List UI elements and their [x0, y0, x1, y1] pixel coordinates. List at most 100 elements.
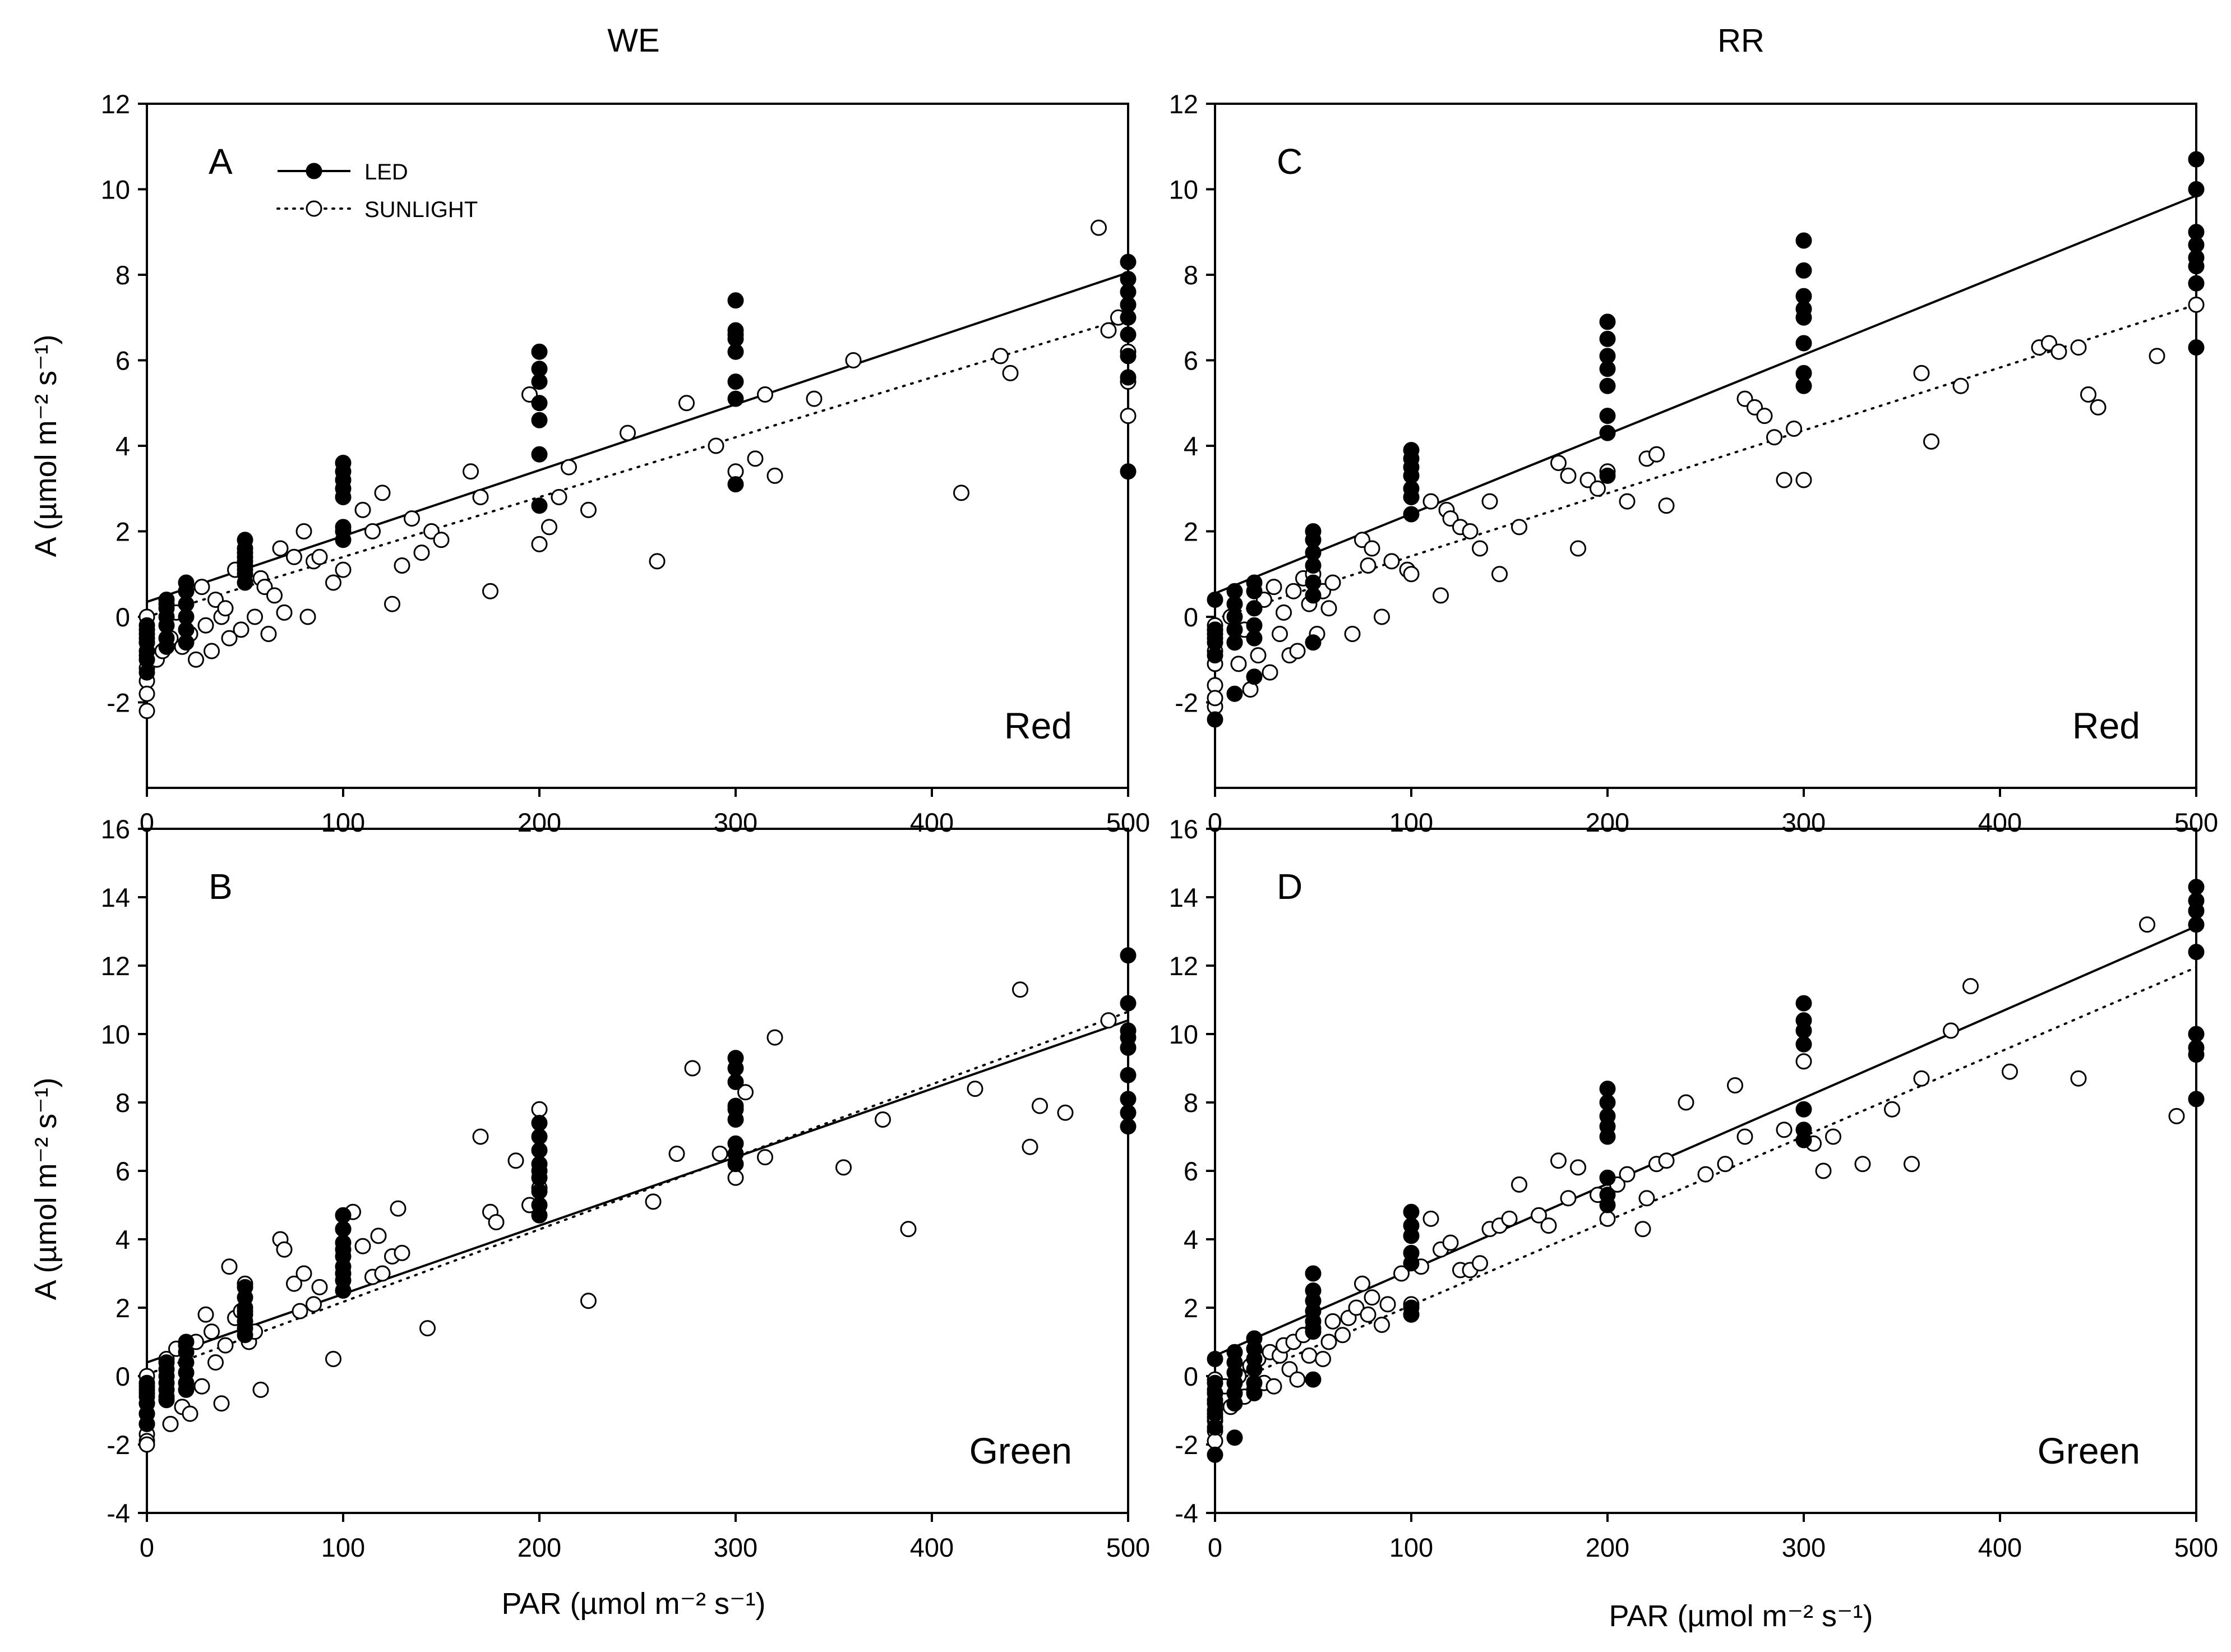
legend-sunlight-marker — [306, 200, 322, 217]
led-point — [1599, 1128, 1616, 1145]
sunlight-point — [835, 1159, 852, 1176]
panel-letter: B — [209, 866, 233, 907]
y-tick-label: 0 — [1184, 1362, 1198, 1391]
sunlight-point — [1570, 1159, 1586, 1176]
sunlight-point — [193, 579, 210, 596]
led-point — [237, 544, 253, 561]
x-tick-label: 300 — [1782, 807, 1826, 837]
sunlight-point — [580, 1293, 597, 1309]
sunlight-point — [1560, 1190, 1577, 1207]
sunlight-point — [188, 651, 204, 668]
sunlight-point — [1289, 643, 1306, 659]
sunlight-point — [1786, 421, 1802, 437]
sunlight-point — [668, 1146, 685, 1162]
sunlight-point — [845, 352, 862, 368]
sunlight-point — [1091, 219, 1107, 236]
led-point — [158, 1392, 175, 1409]
y-tick-label: 2 — [1184, 517, 1198, 547]
x-tick-label: 100 — [321, 807, 365, 837]
x-tick-label: 0 — [1208, 1533, 1222, 1562]
sunlight-point — [1265, 579, 1282, 596]
led-point — [335, 1241, 352, 1258]
y-tick-label: 10 — [1169, 175, 1198, 205]
led-point — [1795, 1022, 1812, 1039]
sunlight-point — [2002, 1063, 2018, 1080]
y-tick-label: 8 — [116, 260, 130, 290]
led-point — [1120, 309, 1137, 326]
led-point — [727, 476, 744, 493]
led-point — [531, 497, 548, 514]
sunlight-point — [1795, 1053, 1812, 1070]
sunlight-point — [419, 1320, 436, 1337]
sunlight-point — [1422, 1210, 1439, 1227]
sunlight-point — [1658, 497, 1675, 514]
sunlight-point — [2080, 386, 2096, 403]
legend-led-marker — [306, 163, 322, 179]
sunlight-point — [2168, 1108, 2185, 1124]
led-point — [1246, 583, 1263, 599]
sunlight-point — [649, 553, 666, 570]
y-tick-label: 10 — [1169, 1019, 1198, 1049]
sunlight-point — [374, 1265, 391, 1282]
led-point — [138, 626, 155, 642]
sunlight-point — [1364, 1289, 1380, 1306]
y-tick-label: 14 — [101, 883, 130, 912]
sunlight-point — [299, 608, 316, 625]
sunlight-point — [1634, 1221, 1651, 1238]
led-point — [237, 561, 253, 578]
sunlight-point — [1057, 1104, 1074, 1121]
sunlight-point — [276, 604, 293, 621]
sunlight-point — [1550, 455, 1567, 471]
y-tick-label: 6 — [116, 1156, 130, 1186]
led-point — [1120, 995, 1137, 1012]
led-point — [158, 638, 175, 655]
led-point — [1207, 1351, 1223, 1367]
sunlight-point — [531, 1101, 548, 1118]
sunlight-point — [1481, 493, 1498, 510]
x-tick-label: 0 — [140, 1533, 154, 1562]
panel-b: 0 100 200 300 400 500 -4 -2 0 2 4 6 8 10 12 14 16 B Green — [101, 814, 1150, 1562]
sunlight-point — [1511, 519, 1527, 536]
led-point — [1795, 309, 1812, 326]
led-point — [531, 412, 548, 428]
sunlight-point — [1272, 626, 1288, 642]
led-point — [138, 1388, 155, 1405]
sunlight-point — [1619, 493, 1636, 510]
y-axis-label-bottom: A (µmol m⁻² s⁻¹) — [29, 1077, 63, 1300]
sunlight-point — [645, 1193, 662, 1210]
led-point — [1599, 1169, 1616, 1186]
y-tick-label: 16 — [1169, 814, 1198, 844]
light-color-label: Green — [2038, 1430, 2140, 1471]
sunlight-point — [1531, 1207, 1547, 1224]
sunlight-point — [1354, 1275, 1370, 1292]
x-tick-label: 200 — [1586, 807, 1629, 837]
led-point — [2188, 258, 2205, 275]
sunlight-point — [1120, 408, 1137, 424]
x-tick-label: 400 — [1978, 807, 2022, 837]
x-tick-label: 200 — [518, 807, 561, 837]
y-tick-label: 12 — [1169, 89, 1198, 119]
led-point — [335, 523, 352, 539]
sunlight-point — [1100, 1012, 1117, 1029]
led-point — [1246, 630, 1263, 647]
sunlight-point — [1360, 557, 1377, 574]
sunlight-point — [138, 703, 155, 719]
sunlight-point — [335, 561, 352, 578]
sunlight-point — [1884, 1101, 1900, 1118]
sunlight-point — [311, 548, 328, 565]
y-tick-label: 2 — [1184, 1293, 1198, 1323]
sunlight-point — [1540, 1217, 1557, 1234]
sunlight-point — [507, 1152, 524, 1169]
led-point — [1599, 1094, 1616, 1111]
x-tick-label: 100 — [1389, 1533, 1433, 1562]
sunlight-point — [221, 1258, 238, 1275]
x-tick-label: 400 — [910, 1533, 954, 1562]
y-tick-label: -2 — [1175, 1430, 1198, 1460]
y-tick-label: -4 — [107, 1498, 130, 1528]
led-point — [1120, 1067, 1137, 1083]
sunlight-point — [1697, 1166, 1714, 1183]
led-point — [727, 390, 744, 407]
sunlight-point — [1002, 364, 1019, 381]
sunlight-point — [1638, 1190, 1655, 1207]
y-tick-label: 10 — [101, 175, 130, 205]
